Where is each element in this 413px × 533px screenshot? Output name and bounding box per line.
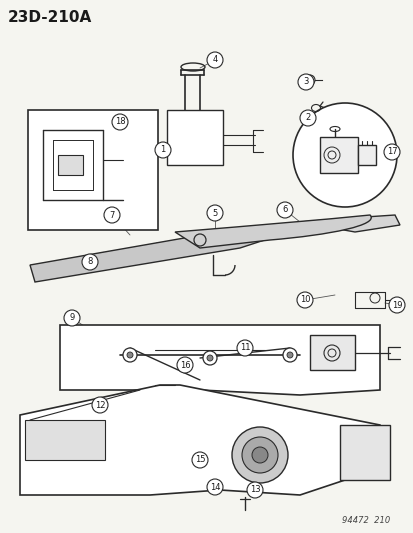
Circle shape	[383, 144, 399, 160]
Circle shape	[276, 202, 292, 218]
Circle shape	[292, 103, 396, 207]
Circle shape	[112, 114, 128, 130]
Polygon shape	[30, 230, 279, 282]
Circle shape	[127, 352, 133, 358]
Circle shape	[177, 357, 192, 373]
Circle shape	[64, 310, 80, 326]
Circle shape	[206, 52, 223, 68]
Circle shape	[192, 452, 207, 468]
Circle shape	[236, 340, 252, 356]
Polygon shape	[60, 325, 379, 395]
Text: 3: 3	[303, 77, 308, 86]
Text: 14: 14	[209, 482, 220, 491]
Bar	[58, 155, 83, 175]
Text: 12: 12	[95, 400, 105, 409]
Circle shape	[206, 205, 223, 221]
Text: 1: 1	[160, 146, 165, 155]
Bar	[357, 145, 375, 165]
Circle shape	[252, 447, 267, 463]
Circle shape	[231, 427, 287, 483]
Text: 11: 11	[239, 343, 249, 352]
Bar	[28, 110, 158, 230]
Text: 18: 18	[114, 117, 125, 126]
Text: 13: 13	[249, 486, 260, 495]
Circle shape	[92, 397, 108, 413]
Polygon shape	[299, 215, 399, 232]
Circle shape	[299, 110, 315, 126]
Bar	[319, 137, 357, 173]
Text: 2: 2	[305, 114, 310, 123]
Circle shape	[242, 437, 277, 473]
Text: 6: 6	[282, 206, 287, 214]
Circle shape	[286, 352, 292, 358]
Circle shape	[296, 292, 312, 308]
Circle shape	[202, 351, 216, 365]
Circle shape	[104, 207, 120, 223]
Text: 9: 9	[69, 313, 74, 322]
PathPatch shape	[175, 215, 370, 248]
Bar	[25, 420, 105, 460]
Text: 17: 17	[386, 148, 396, 157]
Circle shape	[123, 348, 137, 362]
Circle shape	[206, 355, 212, 361]
Circle shape	[282, 348, 296, 362]
Text: 4: 4	[212, 55, 217, 64]
Circle shape	[82, 254, 98, 270]
Text: 23D-210A: 23D-210A	[8, 11, 92, 26]
Circle shape	[154, 142, 171, 158]
Polygon shape	[20, 385, 389, 495]
Text: 5: 5	[212, 208, 217, 217]
Text: 7: 7	[109, 211, 114, 220]
Text: 16: 16	[179, 360, 190, 369]
Circle shape	[206, 479, 223, 495]
Text: 15: 15	[194, 456, 205, 464]
Bar	[309, 335, 354, 370]
Text: 94472  210: 94472 210	[341, 516, 389, 525]
Text: 8: 8	[87, 257, 93, 266]
Circle shape	[247, 482, 262, 498]
Circle shape	[388, 297, 404, 313]
FancyBboxPatch shape	[166, 110, 223, 165]
Text: 10: 10	[299, 295, 309, 304]
Circle shape	[297, 74, 313, 90]
Bar	[339, 425, 389, 480]
Text: 19: 19	[391, 301, 401, 310]
